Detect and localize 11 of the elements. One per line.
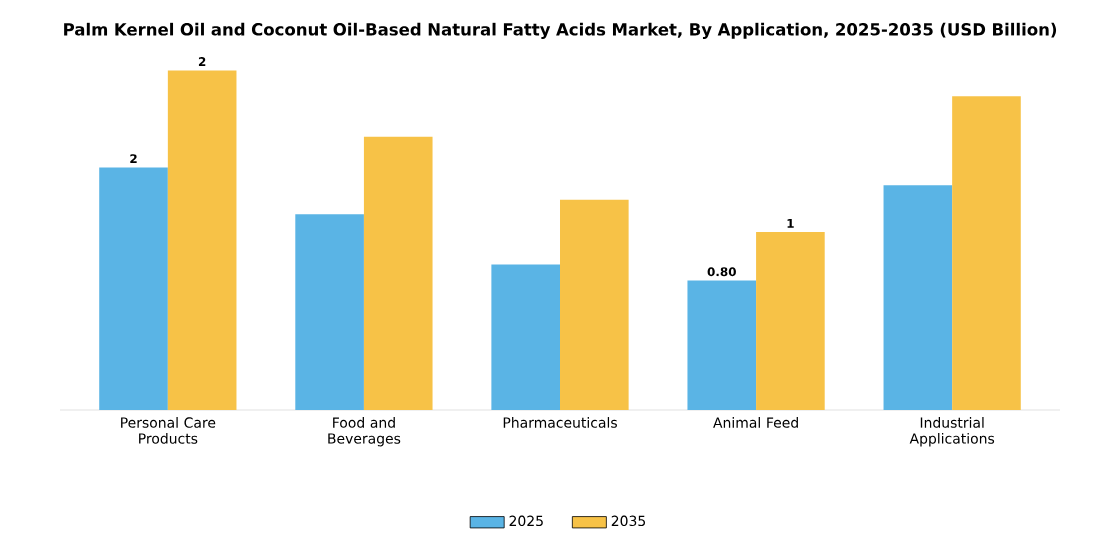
bar xyxy=(756,232,825,410)
bar xyxy=(295,214,364,410)
bar xyxy=(952,96,1021,410)
bar xyxy=(167,70,237,410)
bar xyxy=(883,185,953,410)
bar xyxy=(560,199,629,410)
bar xyxy=(491,264,560,410)
bar xyxy=(99,167,168,410)
chart-title: Palm Kernel Oil and Coconut Oil-Based Natural Fatty Acids Market, By Application, 2025-2035 (USD Billion) xyxy=(64,22,1057,39)
bar xyxy=(363,136,433,410)
bar xyxy=(687,280,757,410)
